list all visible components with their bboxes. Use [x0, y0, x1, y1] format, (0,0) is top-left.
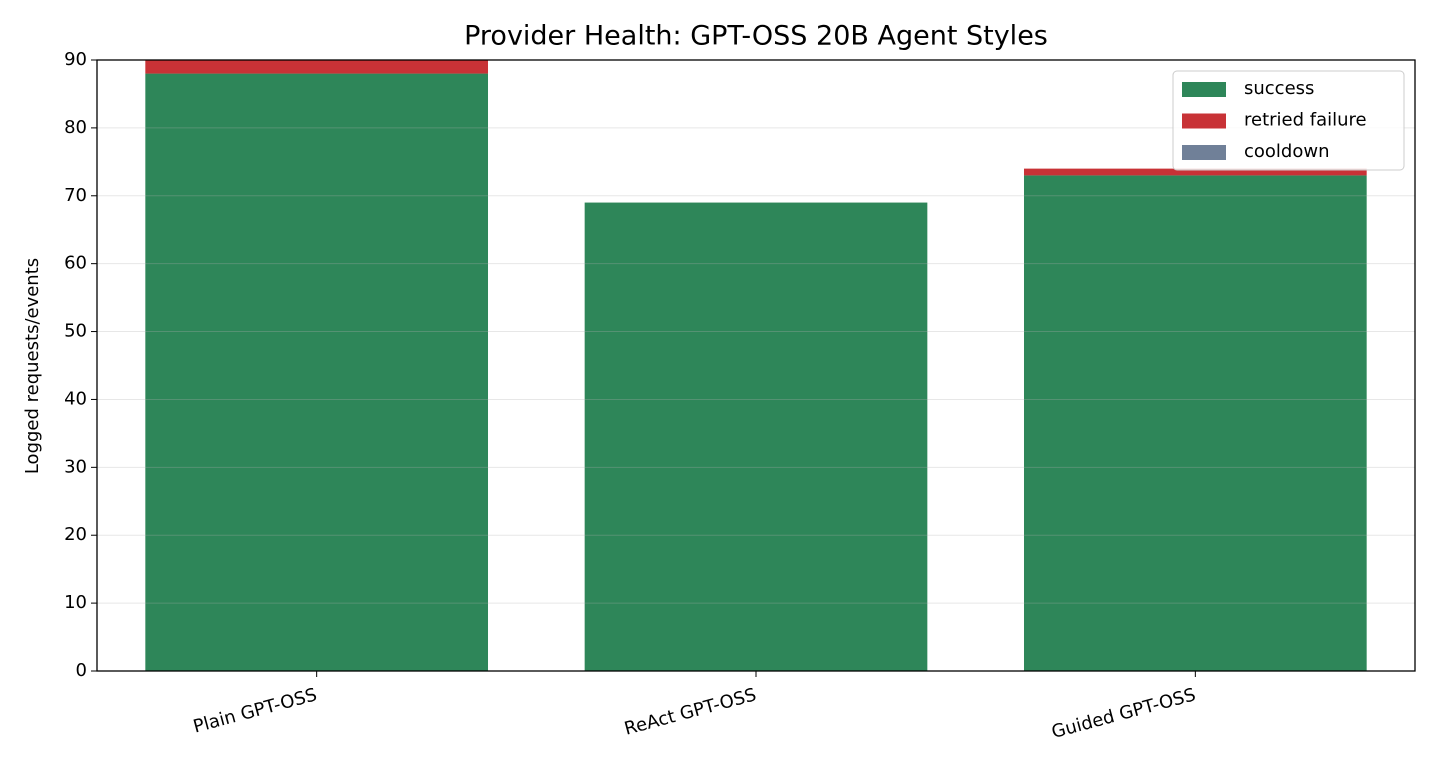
legend-label: retried failure: [1244, 110, 1367, 131]
y-tick-label: 10: [64, 592, 87, 613]
bar-segment: [584, 202, 928, 672]
legend: success retried failure cooldown: [1172, 70, 1405, 171]
y-tick-label: 20: [64, 524, 87, 545]
bar-segment: [145, 60, 489, 74]
legend-swatch: [1182, 82, 1226, 97]
legend-box: [1172, 70, 1405, 171]
y-tick-label: 40: [64, 388, 87, 409]
bar-segment: [145, 73, 489, 672]
y-tick-label: 90: [64, 49, 87, 70]
y-axis-label: Logged requests/events: [22, 258, 43, 474]
y-tick-label: 50: [64, 321, 87, 342]
bar-segment: [1023, 168, 1367, 176]
chart-title: Provider Health: GPT-OSS 20B Agent Style…: [464, 21, 1048, 52]
x-tick-label: Guided GPT-OSS: [1049, 684, 1198, 743]
legend-swatch: [1182, 113, 1226, 129]
y-tick-label: 0: [76, 660, 87, 681]
legend-swatch: [1182, 145, 1226, 160]
y-tick-label: 80: [64, 117, 87, 138]
legend-label: success: [1244, 78, 1314, 99]
y-tick-label: 70: [64, 185, 87, 206]
legend-label: cooldown: [1244, 141, 1330, 162]
x-tick-label: ReAct GPT-OSS: [622, 684, 758, 739]
bar-segment: [1023, 175, 1367, 671]
x-tick-label: Plain GPT-OSS: [191, 684, 319, 737]
y-tick-label: 60: [64, 253, 87, 274]
y-tick-label: 30: [64, 456, 87, 477]
